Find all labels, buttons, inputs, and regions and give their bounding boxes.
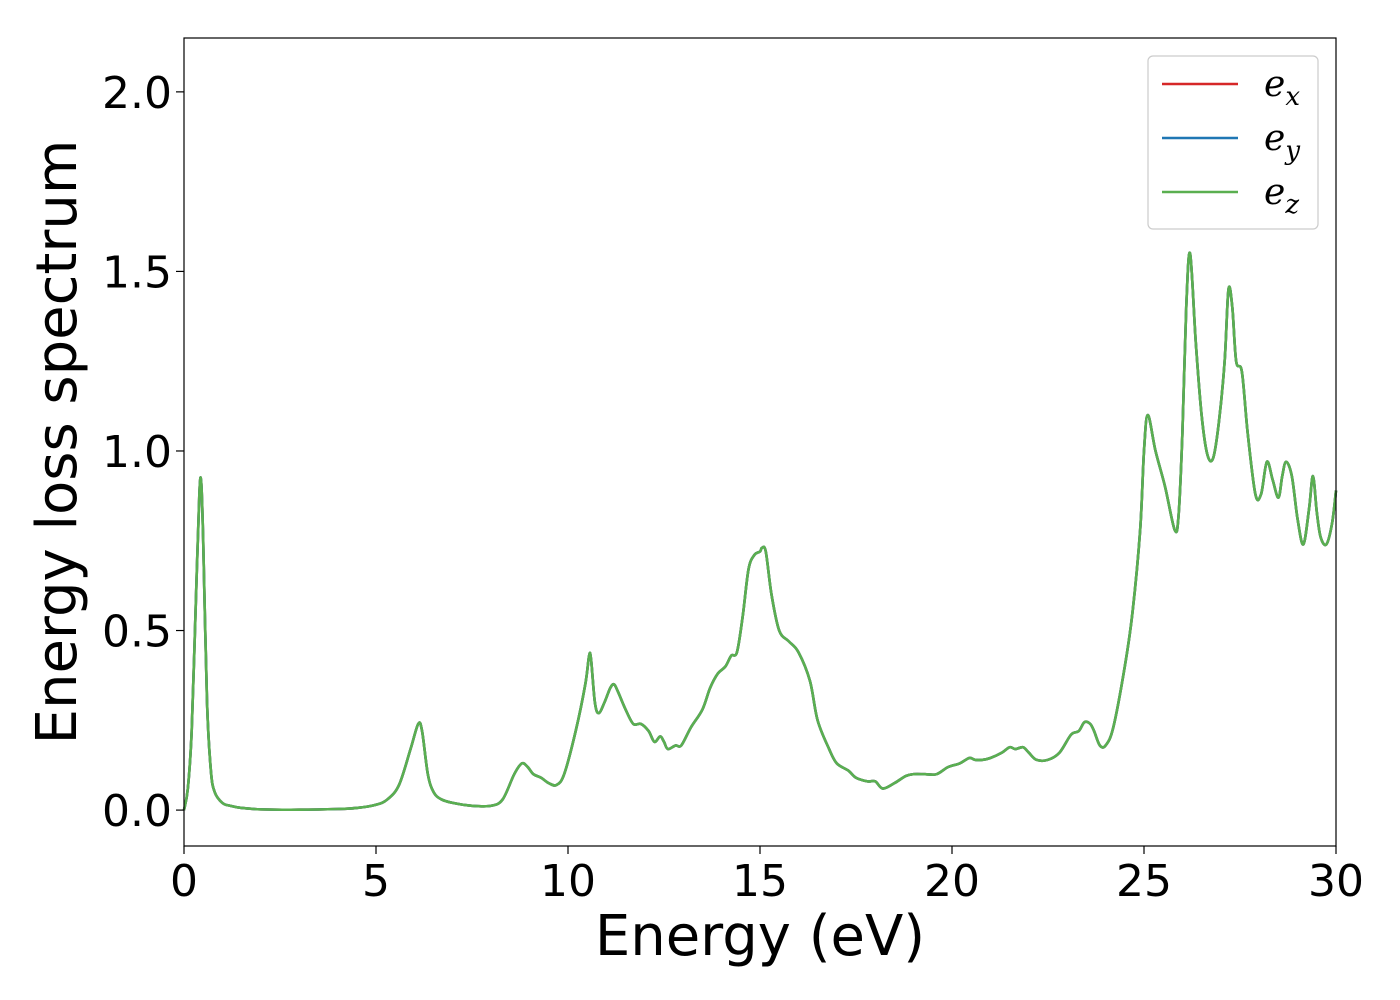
y-tick-label: 0.0	[102, 786, 172, 837]
y-tick-label: 2.0	[102, 68, 172, 119]
y-tick-label: 1.0	[102, 427, 172, 478]
x-tick-label: 10	[540, 856, 596, 907]
x-tick-label: 15	[732, 856, 788, 907]
x-axis: 0 5 10 15 20 25 30	[170, 846, 1364, 907]
legend-label-ex: ex	[1264, 64, 1300, 112]
y-axis: 0.0 0.5 1.0 1.5 2.0	[102, 68, 184, 837]
x-tick-label: 30	[1308, 856, 1364, 907]
legend: ex ey ez	[1147, 55, 1319, 230]
legend-label-ey: ey	[1264, 118, 1300, 166]
y-tick-label: 0.5	[102, 607, 172, 658]
x-tick-label: 25	[1116, 856, 1172, 907]
legend-box	[1147, 55, 1319, 230]
y-tick-label: 1.5	[102, 247, 172, 298]
series-layer	[182, 251, 1338, 812]
x-tick-label: 0	[170, 856, 198, 907]
x-tick-label: 5	[362, 856, 390, 907]
x-tick-label: 20	[924, 856, 980, 907]
series-line-ez	[182, 251, 1338, 812]
x-axis-title: Energy (eV)	[595, 904, 925, 969]
y-axis-title: Energy loss spectrum	[25, 140, 90, 745]
legend-label-ez: ez	[1264, 172, 1299, 220]
